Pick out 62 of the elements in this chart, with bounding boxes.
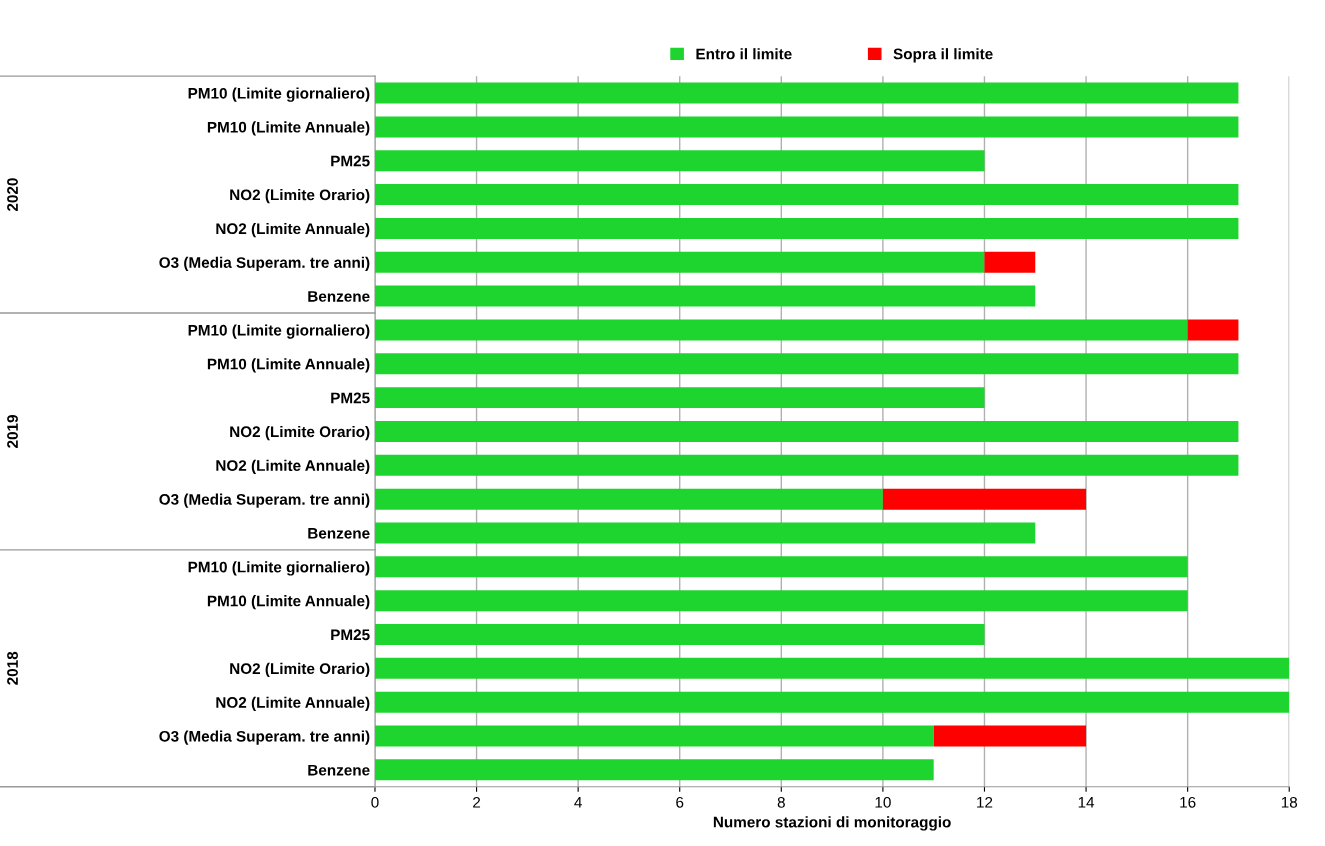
y-tick-label: PM25 <box>331 629 370 641</box>
x-tick-label: 6 <box>676 796 684 808</box>
text: 2020 <box>7 178 18 212</box>
y-tick-label: Benzene <box>308 291 370 302</box>
bar <box>374 387 985 409</box>
y-tick-label: PM10 (Limite giornaliero) <box>188 324 370 339</box>
bar <box>374 691 1290 713</box>
y-tick-label: PM10 (Limite Annuale) <box>207 121 370 136</box>
y-tick-label: O3 (Media Superam. tre anni) <box>159 493 370 508</box>
bar <box>374 759 934 781</box>
bar <box>374 184 1239 206</box>
bar <box>374 522 1036 544</box>
y-tick-label: PM10 (Limite Annuale) <box>207 595 370 610</box>
y-tick-label: PM25 <box>331 392 370 404</box>
bar <box>374 319 1188 341</box>
bar <box>374 82 1239 104</box>
y-tick-label: PM10 (Limite giornaliero) <box>188 561 370 576</box>
bar <box>374 217 1239 239</box>
y-tick-label: NO2 (Limite Orario) <box>230 662 370 678</box>
text: 2018 <box>7 651 18 685</box>
y-tick-label: NO2 (Limite Annuale) <box>216 696 370 711</box>
bar <box>882 488 1087 510</box>
y-tick-label: NO2 (Limite Annuale) <box>216 459 370 475</box>
x-tick-label: 18 <box>1281 796 1298 808</box>
legend-label: Sopra il limite <box>893 48 993 63</box>
x-tick-label: 16 <box>1180 796 1196 808</box>
legend-label: Entro il limite <box>696 48 792 60</box>
x-tick-label: 10 <box>875 796 891 808</box>
bar <box>374 454 1239 476</box>
x-tick-label: 14 <box>1078 797 1095 808</box>
bar <box>374 488 883 510</box>
y-tick-label: PM10 (Limite Annuale) <box>207 358 370 373</box>
bar <box>374 150 985 172</box>
y-tick-label: NO2 (Limite Orario) <box>230 425 370 441</box>
y-tick-label: O3 (Media Superam. tre anni) <box>159 256 370 271</box>
bar <box>374 556 1188 578</box>
bar <box>374 657 1290 679</box>
bar <box>1187 319 1239 341</box>
y-tick-label: Benzene <box>308 764 370 776</box>
bar <box>374 116 1239 138</box>
x-tick-label: 2 <box>473 796 481 808</box>
bar <box>374 420 1239 442</box>
bar <box>374 353 1239 375</box>
x-tick-label: 0 <box>371 796 379 808</box>
y-tick-label: PM10 (Limite giornaliero) <box>188 87 370 102</box>
y-tick-label: NO2 (Limite Orario) <box>230 189 370 204</box>
y-tick-label: O3 (Media Superam. tre anni) <box>159 730 370 745</box>
bar <box>374 624 985 645</box>
bar <box>984 251 1036 273</box>
y-tick-label: PM25 <box>331 155 370 167</box>
bar <box>374 285 1036 307</box>
y-tick-label: Benzene <box>308 528 370 539</box>
bar <box>933 725 1087 747</box>
bar <box>374 251 985 273</box>
x-tick-label: 8 <box>777 796 785 808</box>
x-tick-label: 12 <box>977 796 993 808</box>
bar <box>374 725 934 747</box>
bar <box>374 590 1188 612</box>
text: 2019 <box>7 415 18 448</box>
x-tick-label: 4 <box>574 797 582 808</box>
y-tick-label: NO2 (Limite Annuale) <box>216 222 370 238</box>
x-axis-title: Numero stazioni di monitoraggio <box>713 816 951 831</box>
